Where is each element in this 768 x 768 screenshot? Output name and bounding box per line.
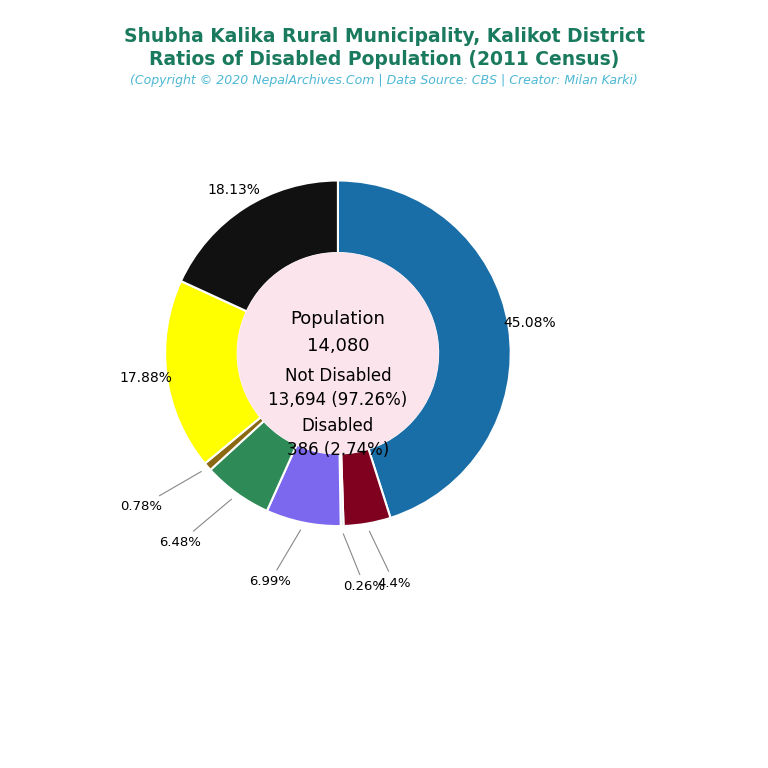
Text: Not Disabled: Not Disabled xyxy=(285,367,391,385)
Text: (Copyright © 2020 NepalArchives.Com | Data Source: CBS | Creator: Milan Karki): (Copyright © 2020 NepalArchives.Com | Da… xyxy=(130,74,638,88)
Text: 0.26%: 0.26% xyxy=(343,534,386,593)
Wedge shape xyxy=(210,421,296,511)
Text: 45.08%: 45.08% xyxy=(503,316,555,330)
Wedge shape xyxy=(338,180,511,518)
Text: Population: Population xyxy=(290,310,386,328)
Wedge shape xyxy=(205,417,264,470)
Text: 14,080: 14,080 xyxy=(306,337,369,356)
Wedge shape xyxy=(339,453,343,526)
Text: 13,694 (97.26%): 13,694 (97.26%) xyxy=(268,391,408,409)
Text: 18.13%: 18.13% xyxy=(207,184,260,197)
Text: 386 (2.74%): 386 (2.74%) xyxy=(286,441,389,459)
Wedge shape xyxy=(267,445,341,526)
Text: Ratios of Disabled Population (2011 Census): Ratios of Disabled Population (2011 Cens… xyxy=(149,50,619,69)
Text: 6.48%: 6.48% xyxy=(159,499,231,548)
Text: 6.99%: 6.99% xyxy=(249,530,300,588)
Text: Shubha Kalika Rural Municipality, Kalikot District: Shubha Kalika Rural Municipality, Kaliko… xyxy=(124,27,644,46)
Wedge shape xyxy=(165,281,261,464)
Text: 0.78%: 0.78% xyxy=(120,472,201,513)
Circle shape xyxy=(238,253,438,453)
Wedge shape xyxy=(341,449,390,526)
Wedge shape xyxy=(181,180,338,311)
Text: Disabled: Disabled xyxy=(302,417,374,435)
Text: 4.4%: 4.4% xyxy=(369,531,411,590)
Text: 17.88%: 17.88% xyxy=(120,372,173,386)
